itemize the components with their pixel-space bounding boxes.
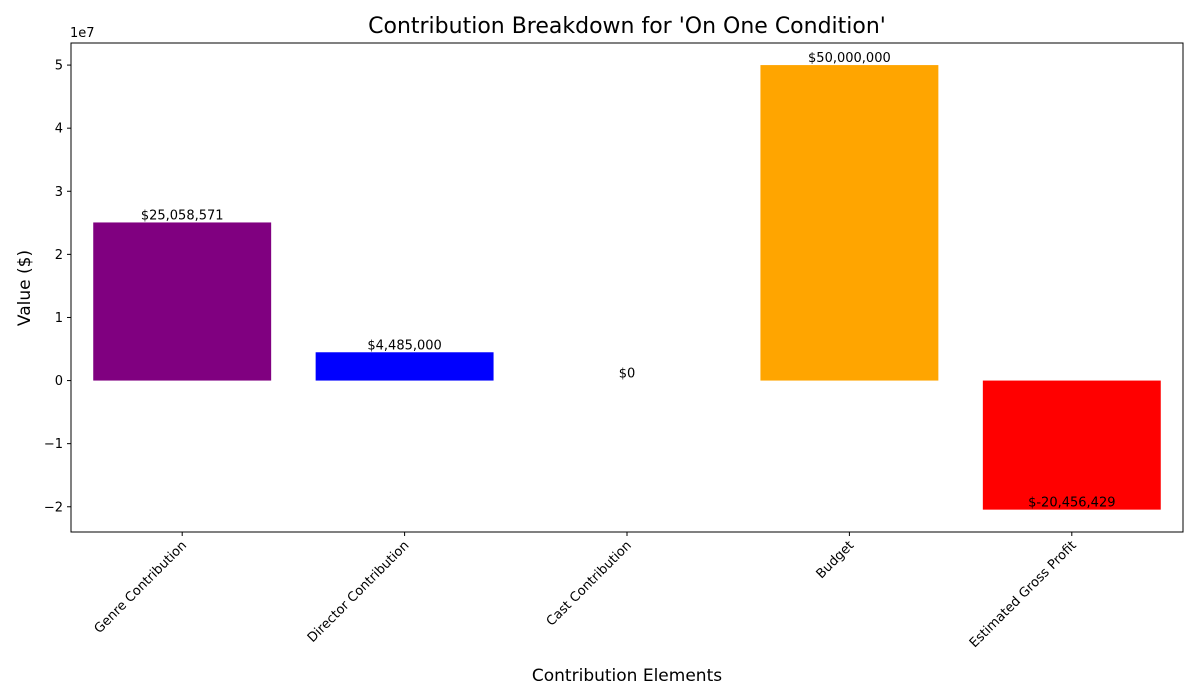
x-tick-label: Cast Contribution: [544, 538, 635, 629]
data-label: $4,485,000: [367, 338, 441, 353]
chart-title: Contribution Breakdown for 'On One Condi…: [368, 14, 886, 39]
plot-area: $25,058,571 Genre Contribution $4,485,000 D…: [44, 51, 1161, 651]
data-label: $0: [619, 367, 636, 382]
bar-genre-contribution: [93, 222, 272, 381]
bar-estimated-gross-profit: [982, 380, 1161, 510]
data-label: $-20,456,429: [1028, 496, 1115, 511]
y-tick-label: −1: [44, 437, 63, 452]
x-tick-label: Director Contribution: [305, 538, 413, 646]
y-axis-offset-label: 1e7: [70, 26, 95, 41]
data-label: $25,058,571: [141, 208, 224, 223]
data-label: $50,000,000: [808, 51, 891, 66]
plot-frame: [70, 42, 1184, 533]
y-tick-label: 4: [55, 122, 63, 137]
bar-director-contribution: [315, 352, 494, 381]
x-axis-label: Contribution Elements: [532, 666, 722, 686]
y-tick-label: 1: [55, 311, 63, 326]
x-tick-label: Genre Contribution: [92, 538, 190, 636]
y-axis-label: Value ($): [15, 250, 35, 326]
y-tick-label: 0: [55, 374, 63, 389]
x-tick-label: Estimated Gross Profit: [967, 538, 1080, 651]
y-tick-label: 5: [55, 59, 63, 74]
x-tick-label: Budget: [814, 538, 858, 582]
y-tick-label: −2: [44, 500, 63, 515]
y-tick-label: 2: [55, 248, 63, 263]
y-tick-label: 3: [55, 185, 63, 200]
bar-budget: [760, 65, 939, 381]
